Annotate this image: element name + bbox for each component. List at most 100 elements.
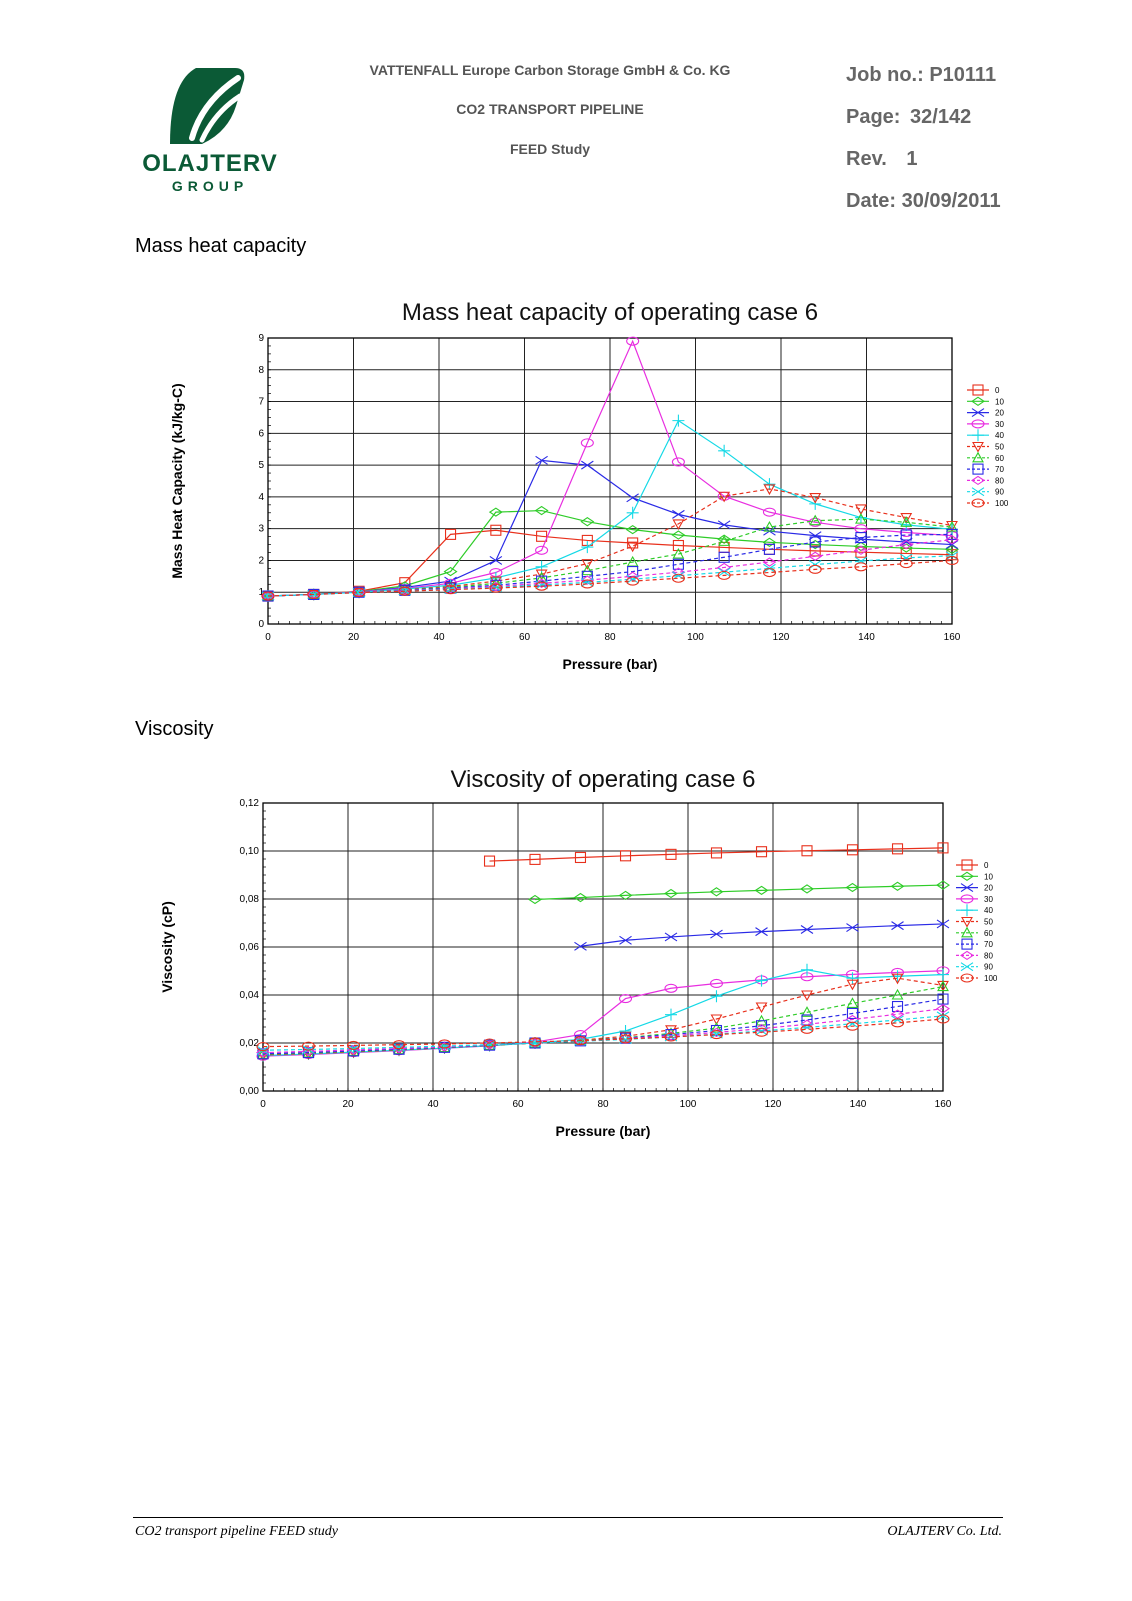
date-label: Date: (846, 190, 897, 212)
data-point (581, 564, 594, 576)
data-point (626, 576, 640, 586)
header-study: FEED Study (509, 141, 591, 157)
legend-marker (971, 487, 985, 497)
data-point (307, 589, 321, 599)
data-point (535, 545, 549, 555)
data-point (437, 1039, 452, 1049)
data-point (535, 455, 548, 465)
data-point (672, 414, 685, 427)
y-tick-label: 0,06 (240, 942, 260, 953)
y-tick-label: 2 (258, 555, 264, 566)
data-point (710, 1021, 723, 1033)
data-point (808, 517, 822, 527)
data-point (945, 551, 959, 561)
data-point (573, 1036, 588, 1046)
y-tick-label: 0,12 (240, 798, 260, 809)
data-point (665, 1008, 677, 1021)
revision: Rev. 1 (846, 148, 917, 171)
x-tick-label: 20 (342, 1099, 354, 1110)
data-point (809, 514, 822, 526)
y-tick-label: 5 (258, 460, 264, 471)
x-tick-label: 140 (850, 1099, 867, 1110)
data-point (672, 519, 685, 531)
data-point (809, 497, 822, 510)
data-point (535, 569, 548, 581)
data-point (890, 1009, 905, 1019)
x-axis-label: Pressure (bar) (563, 656, 658, 672)
legend-marker (961, 926, 973, 938)
mass-heat-capacity-chart: Mass heat capacity of operating case 6 0 2… (169, 299, 1009, 672)
data-point (671, 573, 685, 583)
data-point (672, 558, 684, 570)
data-point (710, 847, 723, 859)
legend-label: 100 (984, 974, 998, 983)
data-point (535, 560, 548, 573)
series-0 (483, 842, 949, 867)
series-line (262, 1018, 944, 1048)
data-point (899, 559, 913, 569)
data-point (710, 990, 723, 1003)
x-tick-label: 60 (519, 632, 531, 643)
data-point (891, 921, 904, 931)
series-10 (528, 880, 950, 905)
footer-rule (133, 1517, 1003, 1518)
legend-item: 80 (956, 950, 993, 960)
page-label: Page: (846, 106, 901, 128)
data-point (665, 1025, 677, 1036)
minor-ticks (267, 337, 953, 625)
data-point (581, 577, 594, 587)
data-point (626, 336, 640, 346)
legend-item: 20 (956, 883, 993, 893)
grid (262, 802, 944, 1092)
data-point (854, 562, 868, 572)
data-point (488, 507, 503, 517)
data-point (755, 1026, 768, 1036)
data-point (581, 541, 594, 554)
data-point (581, 570, 593, 582)
data-point (800, 1024, 814, 1034)
legend-label: 0 (984, 861, 989, 870)
data-point (528, 894, 542, 905)
data-point (392, 1040, 406, 1050)
data-point (352, 587, 366, 598)
data-point (937, 968, 949, 981)
data-point (625, 524, 640, 535)
data-point (664, 932, 678, 942)
data-point (809, 536, 821, 548)
data-point (945, 544, 959, 554)
data-point (718, 551, 730, 563)
legend-marker (971, 419, 985, 429)
data-point (890, 1018, 905, 1028)
data-point (755, 846, 768, 858)
legend-marker (971, 396, 985, 406)
x-tick-label: 60 (512, 1099, 524, 1110)
x-tick-label: 20 (348, 632, 360, 643)
x-tick-label: 160 (935, 1099, 952, 1110)
date-value: 30/09/2011 (901, 190, 1001, 212)
data-point (671, 530, 686, 540)
legend-marker (961, 904, 973, 917)
data-point (855, 504, 867, 516)
data-point (672, 539, 684, 552)
legend-label: 20 (984, 884, 993, 893)
data-point (900, 516, 913, 527)
data-point (618, 1034, 633, 1044)
data-point (443, 585, 458, 595)
legend-label: 40 (995, 431, 1004, 440)
data-point (398, 586, 412, 596)
data-point (853, 545, 868, 555)
legend-label: 40 (984, 906, 993, 915)
legend-item: 0 (956, 859, 989, 871)
data-point (490, 524, 502, 536)
minor-ticks (262, 802, 944, 1092)
legend-item: 10 (956, 871, 993, 881)
data-point (618, 890, 633, 901)
legend-label: 30 (984, 895, 993, 904)
series-line (534, 884, 944, 901)
chart-title: Viscosity of operating case 6 (450, 770, 755, 793)
data-point (755, 974, 768, 987)
legend-marker (972, 463, 984, 475)
data-point (846, 1007, 859, 1020)
data-point (890, 881, 905, 891)
data-point (581, 559, 594, 570)
